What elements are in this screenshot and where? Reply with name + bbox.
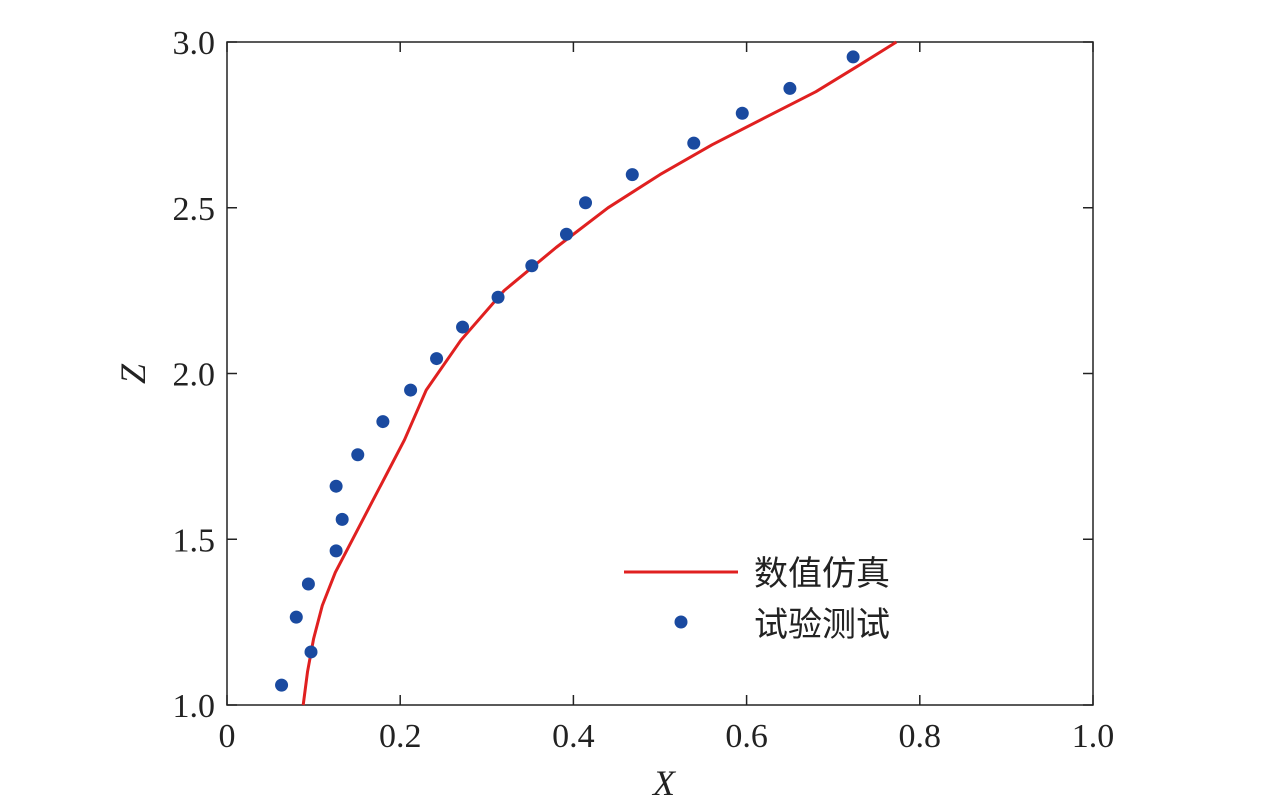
test-data-point: [301, 577, 315, 591]
test-data-point: [329, 479, 343, 493]
x-tick-label: 1.0: [1072, 718, 1115, 755]
y-tick-label: 2.5: [173, 191, 216, 228]
test-data-point: [376, 415, 390, 429]
test-data-point: [735, 106, 749, 120]
y-tick-label: 3.0: [173, 25, 216, 62]
x-tick-label: 0.4: [552, 718, 595, 755]
test-data-point: [625, 168, 639, 182]
test-data-point: [456, 320, 470, 334]
test-data-point: [579, 196, 593, 210]
test-data-point: [335, 512, 349, 526]
test-data-point: [430, 352, 444, 366]
test-data-point: [329, 544, 343, 558]
test-data-point: [304, 645, 318, 659]
x-axis: 0 0.2 0.4 0.6 0.8 1.0: [219, 42, 1115, 755]
test-data-point: [351, 448, 365, 462]
test-data-point: [275, 678, 289, 692]
test-data-point: [687, 136, 701, 150]
legend-marker-swatch: [674, 615, 688, 629]
y-axis: 1.0 1.5 2.0 2.5 3.0: [173, 25, 1093, 725]
simulation-line: [301, 40, 898, 706]
x-tick-label: 0: [219, 718, 236, 755]
plot-frame: [226, 41, 1094, 706]
test-data-point: [404, 383, 418, 397]
test-data-point: [846, 50, 860, 64]
test-data-point: [289, 610, 303, 624]
y-tick-label: 1.5: [173, 522, 216, 559]
series-layer: [275, 40, 898, 706]
test-data-point: [559, 227, 573, 241]
x-tick-label: 0.8: [899, 718, 942, 755]
x-tick-label: 0.6: [725, 718, 768, 755]
x-axis-label: X: [651, 763, 677, 802]
y-tick-label: 1.0: [173, 688, 216, 725]
test-data-point: [491, 290, 505, 304]
x-tick-label: 0.2: [379, 718, 422, 755]
test-data-point: [525, 259, 539, 273]
legend-label-test: 试验测试: [754, 605, 890, 645]
legend-label-simulation: 数值仿真: [754, 554, 890, 594]
y-tick-label: 2.0: [173, 357, 216, 394]
test-data-point: [783, 81, 797, 95]
y-axis-label: Z: [113, 363, 153, 384]
